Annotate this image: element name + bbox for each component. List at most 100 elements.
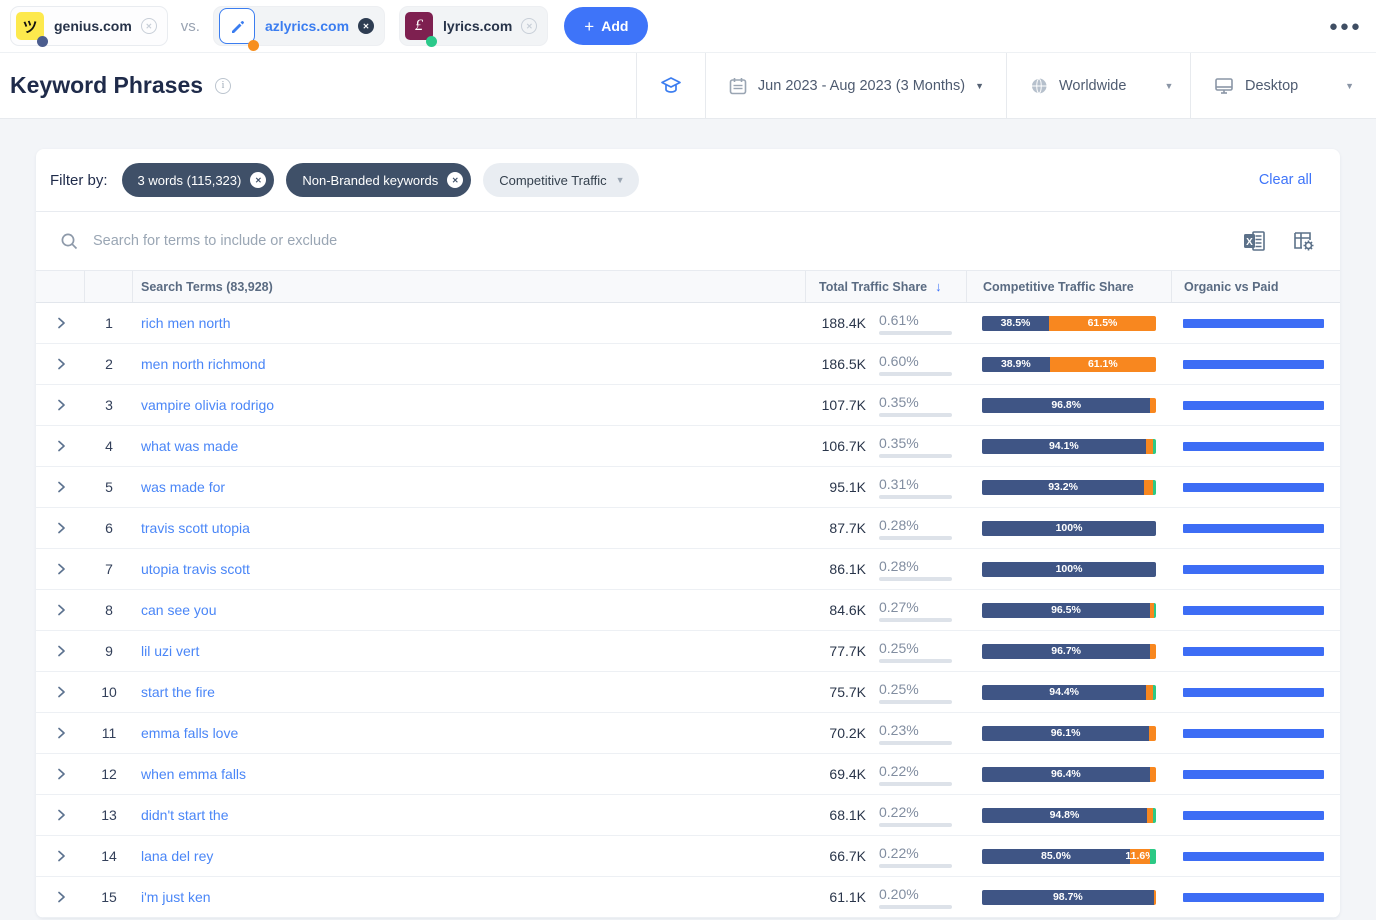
col-header-total-traffic-share[interactable]: Total Traffic Share ↓	[805, 271, 966, 302]
expand-row-button[interactable]	[36, 601, 85, 619]
expand-row-button[interactable]	[36, 765, 85, 783]
competitor-chip-genius[interactable]: ツ genius.com ✕	[10, 6, 168, 47]
table-row[interactable]: 12 when emma falls 69.4K 0.22% 96.4%	[36, 754, 1340, 795]
competitive-share-bar: 38.9% 61.1%	[982, 356, 1156, 372]
remove-competitor-icon[interactable]: ✕	[358, 18, 375, 34]
expand-row-button[interactable]	[36, 478, 85, 496]
search-term-link[interactable]: didn't start the	[141, 807, 229, 823]
table-row[interactable]: 15 i'm just ken 61.1K 0.20% 98.7%	[36, 877, 1340, 918]
traffic-share-percent: 0.28%	[879, 557, 919, 574]
edit-pencil-icon[interactable]	[218, 8, 259, 51]
expand-row-button[interactable]	[36, 806, 85, 824]
traffic-share-percent: 0.25%	[879, 639, 919, 656]
expand-row-button[interactable]	[36, 519, 85, 537]
competitive-share-bar: 94.8%	[982, 807, 1156, 823]
competitive-share-bar: 96.4%	[982, 766, 1156, 782]
competitor-chip-azlyrics[interactable]: azlyrics.com ✕	[212, 6, 386, 51]
traffic-share-bar	[879, 658, 952, 663]
search-input[interactable]	[93, 233, 1229, 249]
academy-button[interactable]	[635, 53, 705, 118]
organic-vs-paid-bar	[1183, 687, 1324, 697]
traffic-share-percent: 0.35%	[879, 434, 919, 451]
chevron-right-icon	[57, 481, 65, 493]
table-body: 1 rich men north 188.4K 0.61% 38.5% 61.5%	[36, 303, 1340, 918]
add-competitor-button[interactable]: + Add	[564, 7, 649, 45]
search-term-link[interactable]: i'm just ken	[141, 889, 211, 905]
expand-row-button[interactable]	[36, 724, 85, 742]
expand-row-button[interactable]	[36, 847, 85, 865]
traffic-share-bar	[879, 371, 952, 376]
search-term-link[interactable]: emma falls love	[141, 725, 239, 741]
expand-row-button[interactable]	[36, 355, 85, 373]
expand-row-button[interactable]	[36, 437, 85, 455]
remove-filter-icon[interactable]: ✕	[447, 172, 464, 188]
competitive-share-bar: 94.4%	[982, 684, 1156, 700]
table-row[interactable]: 9 lil uzi vert 77.7K 0.25% 96.7%	[36, 631, 1340, 672]
expand-row-button[interactable]	[36, 888, 85, 906]
table-row[interactable]: 10 start the fire 75.7K 0.25% 94.4%	[36, 672, 1340, 713]
search-term-link[interactable]: travis scott utopia	[141, 520, 250, 536]
remove-filter-icon[interactable]: ✕	[250, 172, 267, 188]
table-row[interactable]: 8 can see you 84.6K 0.27% 96.5%	[36, 590, 1340, 631]
table-row[interactable]: 5 was made for 95.1K 0.31% 93.2%	[36, 467, 1340, 508]
search-term-link[interactable]: rich men north	[141, 315, 231, 331]
traffic-share-percent: 0.22%	[879, 844, 919, 861]
search-term-link[interactable]: start the fire	[141, 684, 215, 700]
expand-row-button[interactable]	[36, 642, 85, 660]
row-rank: 2	[105, 356, 113, 372]
col-header-competitive-traffic-share[interactable]: Competitive Traffic Share	[966, 271, 1171, 302]
table-row[interactable]: 3 vampire olivia rodrigo 107.7K 0.35% 96…	[36, 385, 1340, 426]
col-header-search-terms[interactable]: Search Terms (83,928)	[141, 279, 273, 294]
search-icon	[61, 233, 78, 249]
table-row[interactable]: 2 men north richmond 186.5K 0.60% 38.9% 6…	[36, 344, 1340, 385]
expand-row-button[interactable]	[36, 396, 85, 414]
expand-row-button[interactable]	[36, 314, 85, 332]
search-term-link[interactable]: when emma falls	[141, 766, 247, 782]
table-row[interactable]: 13 didn't start the 68.1K 0.22% 94.8%	[36, 795, 1340, 836]
azlyrics-color-dot	[247, 40, 259, 51]
table-row[interactable]: 1 rich men north 188.4K 0.61% 38.5% 61.5%	[36, 303, 1340, 344]
remove-competitor-icon[interactable]: ✕	[521, 18, 538, 34]
competitive-segment-azlyrics: 11.6%	[1125, 848, 1155, 864]
table-row[interactable]: 7 utopia travis scott 86.1K 0.28% 100%	[36, 549, 1340, 590]
filter-chip-non-branded[interactable]: Non-Branded keywords ✕	[286, 163, 472, 197]
filter-chip-word-count[interactable]: 3 words (115,323) ✕	[121, 163, 275, 197]
search-term-link[interactable]: lil uzi vert	[141, 643, 200, 659]
table-row[interactable]: 4 what was made 106.7K 0.35% 94.1%	[36, 426, 1340, 467]
country-selector[interactable]: Worldwide ▼	[1006, 53, 1190, 118]
competitive-segment-lyrics	[1150, 848, 1156, 864]
expand-row-button[interactable]	[36, 560, 85, 578]
traffic-share-percent: 0.31%	[879, 475, 919, 492]
search-term-link[interactable]: was made for	[141, 479, 226, 495]
table-row[interactable]: 6 travis scott utopia 87.7K 0.28% 100%	[36, 508, 1340, 549]
info-icon[interactable]: i	[215, 77, 232, 94]
search-term-link[interactable]: lana del rey	[141, 848, 214, 864]
search-term-link[interactable]: utopia travis scott	[141, 561, 250, 577]
col-header-organic-vs-paid[interactable]: Organic vs Paid	[1171, 271, 1340, 302]
filter-bar: Filter by: 3 words (115,323) ✕ Non-Brand…	[36, 149, 1340, 211]
remove-competitor-icon[interactable]: ✕	[140, 18, 157, 34]
search-volume: 107.7K	[821, 397, 866, 413]
excel-export-icon[interactable]: X	[1243, 230, 1266, 252]
expand-row-button[interactable]	[36, 683, 85, 701]
table-settings-icon[interactable]	[1292, 230, 1316, 252]
more-options-icon[interactable]: ●●●	[1328, 17, 1362, 35]
competitive-segment-azlyrics	[1145, 438, 1153, 454]
search-term-link[interactable]: vampire olivia rodrigo	[141, 397, 275, 413]
search-volume: 86.1K	[829, 561, 866, 577]
date-range-picker[interactable]: Jun 2023 - Aug 2023 (3 Months) ▼	[704, 53, 1006, 118]
page-title: Keyword Phrases	[10, 72, 204, 98]
chevron-right-icon	[57, 604, 65, 616]
search-term-link[interactable]: men north richmond	[141, 356, 266, 372]
calendar-icon	[729, 77, 747, 94]
competitive-segment-azlyrics: 61.5%	[1048, 315, 1156, 331]
search-term-link[interactable]: what was made	[141, 438, 239, 454]
filter-chip-competitive-traffic[interactable]: Competitive Traffic ▼	[483, 163, 639, 197]
clear-all-link[interactable]: Clear all	[1258, 172, 1312, 188]
table-row[interactable]: 11 emma falls love 70.2K 0.23% 96.1%	[36, 713, 1340, 754]
main-content: Filter by: 3 words (115,323) ✕ Non-Brand…	[0, 119, 1376, 920]
device-selector[interactable]: Desktop ▼	[1190, 53, 1376, 118]
search-term-link[interactable]: can see you	[141, 602, 217, 618]
table-row[interactable]: 14 lana del rey 66.7K 0.22% 85.0% 11.6%	[36, 836, 1340, 877]
competitor-chip-lyrics[interactable]: £ lyrics.com ✕	[399, 6, 549, 47]
